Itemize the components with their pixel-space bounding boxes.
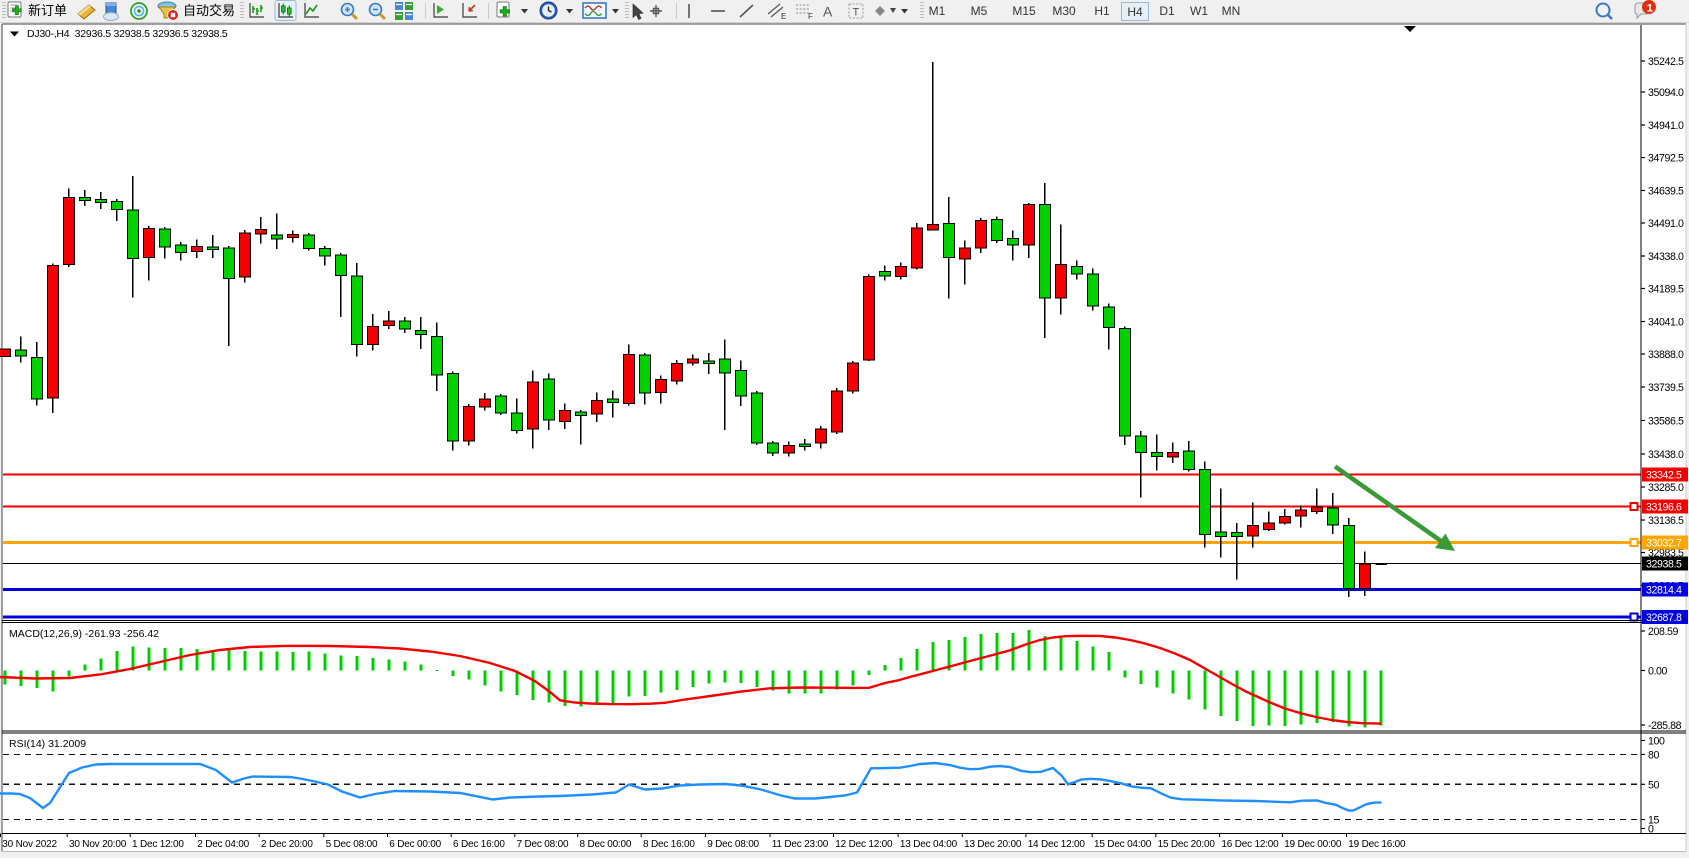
svg-text:33586.5: 33586.5 bbox=[1648, 416, 1684, 428]
svg-text:208.59: 208.59 bbox=[1648, 626, 1679, 638]
svg-text:2 Dec 04:00: 2 Dec 04:00 bbox=[197, 839, 249, 850]
svg-text:8 Dec 00:00: 8 Dec 00:00 bbox=[580, 839, 632, 850]
svg-text:14 Dec 12:00: 14 Dec 12:00 bbox=[1028, 839, 1086, 850]
svg-text:33285.0: 33285.0 bbox=[1648, 482, 1684, 494]
svg-text:33196.6: 33196.6 bbox=[1646, 502, 1682, 514]
svg-text:E: E bbox=[781, 12, 786, 21]
svg-text:-285.88: -285.88 bbox=[1648, 720, 1682, 732]
svg-text:15 Dec 04:00: 15 Dec 04:00 bbox=[1094, 839, 1152, 850]
svg-text:50: 50 bbox=[1648, 779, 1659, 791]
svg-text:7 Dec 08:00: 7 Dec 08:00 bbox=[517, 839, 569, 850]
svg-text:0: 0 bbox=[1648, 824, 1654, 836]
svg-text:DJ30-,H4 32936.5 32938.5 3293: DJ30-,H4 32936.5 32938.5 32936.5 32938.5 bbox=[27, 28, 228, 40]
svg-text:15 Dec 20:00: 15 Dec 20:00 bbox=[1158, 839, 1216, 850]
svg-text:11 Dec 23:00: 11 Dec 23:00 bbox=[772, 839, 829, 850]
svg-text:33888.0: 33888.0 bbox=[1648, 349, 1684, 361]
svg-text:30 Nov 2022: 30 Nov 2022 bbox=[2, 839, 57, 850]
svg-text:12 Dec 12:00: 12 Dec 12:00 bbox=[835, 839, 893, 850]
svg-text:13 Dec 20:00: 13 Dec 20:00 bbox=[964, 839, 1022, 850]
svg-text:80: 80 bbox=[1648, 750, 1659, 762]
svg-text:33739.5: 33739.5 bbox=[1648, 382, 1684, 394]
svg-text:34491.0: 34491.0 bbox=[1648, 218, 1684, 230]
svg-text:1 Dec 12:00: 1 Dec 12:00 bbox=[132, 839, 184, 850]
svg-text:13 Dec 04:00: 13 Dec 04:00 bbox=[900, 839, 958, 850]
svg-text:32687.8: 32687.8 bbox=[1646, 612, 1682, 624]
svg-text:30 Nov 20:00: 30 Nov 20:00 bbox=[69, 839, 127, 850]
svg-text:33032.7: 33032.7 bbox=[1646, 538, 1682, 550]
svg-text:19 Dec 00:00: 19 Dec 00:00 bbox=[1284, 839, 1342, 850]
svg-text:6 Dec 00:00: 6 Dec 00:00 bbox=[389, 839, 441, 850]
svg-text:5 Dec 08:00: 5 Dec 08:00 bbox=[326, 839, 378, 850]
svg-text:35242.5: 35242.5 bbox=[1648, 56, 1684, 68]
svg-text:19 Dec 16:00: 19 Dec 16:00 bbox=[1348, 839, 1406, 850]
svg-text:34792.5: 34792.5 bbox=[1648, 153, 1684, 165]
svg-text:34041.0: 34041.0 bbox=[1648, 317, 1684, 329]
svg-text:16 Dec 12:00: 16 Dec 12:00 bbox=[1221, 839, 1279, 850]
svg-text:33438.0: 33438.0 bbox=[1648, 449, 1684, 461]
svg-text:1: 1 bbox=[1647, 3, 1653, 15]
svg-text:A: A bbox=[823, 4, 833, 20]
svg-text:32814.4: 32814.4 bbox=[1646, 585, 1682, 597]
svg-text:6 Dec 16:00: 6 Dec 16:00 bbox=[453, 839, 505, 850]
svg-text:T: T bbox=[853, 7, 860, 19]
svg-text:100: 100 bbox=[1648, 736, 1665, 748]
svg-text:34338.0: 34338.0 bbox=[1648, 251, 1684, 263]
svg-text:0.00: 0.00 bbox=[1648, 666, 1668, 678]
svg-text:8 Dec 16:00: 8 Dec 16:00 bbox=[643, 839, 695, 850]
svg-text:15: 15 bbox=[1648, 815, 1659, 827]
svg-text:32938.5: 32938.5 bbox=[1646, 559, 1682, 571]
svg-text:F: F bbox=[808, 12, 813, 21]
svg-text:34639.5: 34639.5 bbox=[1648, 186, 1684, 198]
svg-text:2 Dec 20:00: 2 Dec 20:00 bbox=[261, 839, 313, 850]
svg-text:MACD(12,26,9) -261.93 -256.42: MACD(12,26,9) -261.93 -256.42 bbox=[9, 628, 159, 640]
svg-text:34189.5: 34189.5 bbox=[1648, 284, 1684, 296]
svg-text:RSI(14) 31.2009: RSI(14) 31.2009 bbox=[9, 738, 86, 750]
svg-text:9 Dec 08:00: 9 Dec 08:00 bbox=[707, 839, 759, 850]
svg-text:33342.5: 33342.5 bbox=[1646, 470, 1682, 482]
svg-text:34941.0: 34941.0 bbox=[1648, 120, 1684, 132]
svg-text:33136.5: 33136.5 bbox=[1648, 515, 1684, 527]
svg-text:35094.0: 35094.0 bbox=[1648, 87, 1684, 99]
